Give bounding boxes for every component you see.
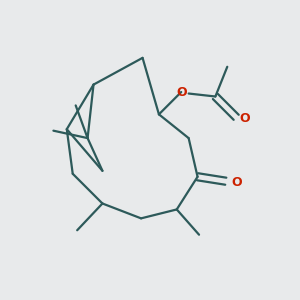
Text: O: O	[232, 176, 242, 189]
Text: O: O	[176, 85, 187, 98]
Text: O: O	[239, 112, 250, 125]
